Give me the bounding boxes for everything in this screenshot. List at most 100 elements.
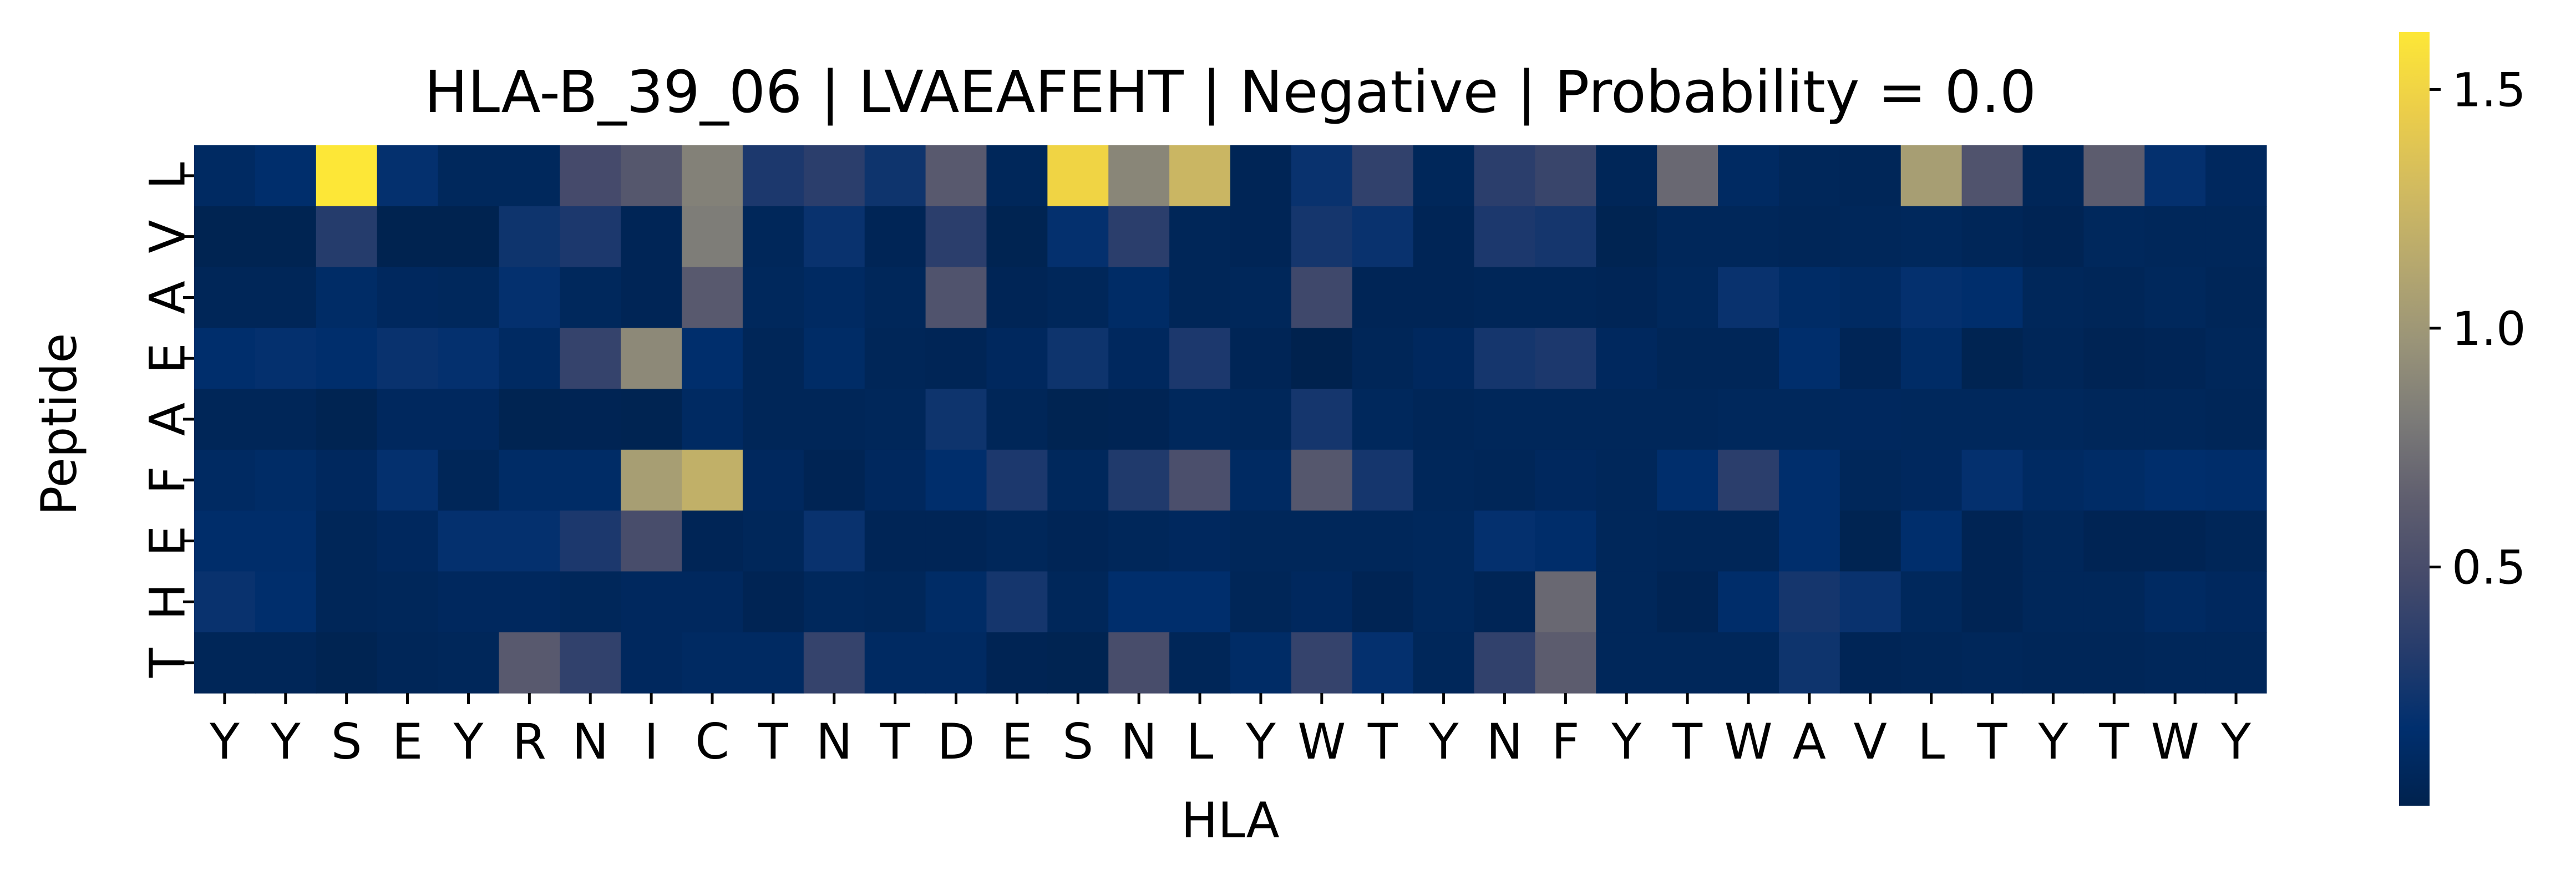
heatmap-cell — [1413, 328, 1475, 389]
x-tick-label: L — [1918, 713, 1945, 770]
heatmap-cell — [1657, 510, 1718, 572]
heatmap-cell — [438, 510, 500, 572]
heatmap-cell — [1352, 206, 1414, 268]
x-tick-label: N — [572, 713, 608, 770]
heatmap-cell — [2083, 389, 2145, 450]
heatmap-cell — [1657, 145, 1718, 207]
heatmap-cell — [864, 510, 926, 572]
heatmap-cell — [682, 632, 743, 694]
heatmap-cell — [864, 449, 926, 511]
heatmap-cell — [2022, 510, 2084, 572]
heatmap-cell — [1413, 632, 1475, 694]
heatmap-cell — [803, 267, 865, 328]
heatmap-cell — [803, 632, 865, 694]
x-tick-label: T — [1672, 713, 1703, 770]
heatmap-cell — [925, 206, 987, 268]
heatmap-cell — [682, 571, 743, 633]
heatmap-cell — [803, 145, 865, 207]
heatmap-cell — [682, 145, 743, 207]
heatmap-cell — [1718, 328, 1779, 389]
heatmap-cell — [1839, 571, 1901, 633]
heatmap-cell — [2144, 328, 2206, 389]
heatmap-cell — [1047, 267, 1109, 328]
heatmap-cell — [986, 328, 1048, 389]
heatmap-cell — [1230, 389, 1292, 450]
heatmap-cell — [560, 632, 621, 694]
heatmap-cell — [925, 510, 987, 572]
heatmap-cell — [1169, 449, 1231, 511]
x-tick-label: I — [644, 713, 658, 770]
heatmap-cell — [621, 389, 682, 450]
heatmap-cell — [864, 267, 926, 328]
heatmap-cell — [1413, 267, 1475, 328]
heatmap-cell — [316, 449, 378, 511]
heatmap-cell — [2022, 571, 2084, 633]
y-axis-label: Peptide — [31, 333, 88, 516]
heatmap-cell — [194, 328, 256, 389]
heatmap-cell — [1961, 510, 2024, 572]
heatmap-cell — [1900, 145, 1963, 207]
heatmap-cell — [499, 449, 560, 511]
y-tick-label: E — [139, 526, 196, 557]
heatmap-cell — [438, 145, 500, 207]
heatmap-cell — [1352, 571, 1414, 633]
heatmap-cell — [803, 206, 865, 268]
heatmap-cell — [1657, 206, 1718, 268]
heatmap-cell — [1839, 510, 1901, 572]
x-tick-label: V — [1854, 713, 1887, 770]
x-tick-label: T — [1367, 713, 1398, 770]
heatmap-cell — [1169, 632, 1231, 694]
heatmap-cell — [1718, 632, 1779, 694]
y-tick-label: F — [139, 466, 196, 494]
heatmap-cell — [1657, 328, 1718, 389]
heatmap-cell — [1413, 510, 1475, 572]
heatmap-cell — [255, 632, 317, 694]
heatmap-cell — [1778, 145, 1840, 207]
heatmap-cell — [1230, 328, 1292, 389]
heatmap-cell — [560, 389, 621, 450]
heatmap-cell — [1230, 145, 1292, 207]
heatmap-cell — [1108, 267, 1170, 328]
heatmap-cell — [1474, 206, 1536, 268]
heatmap-cell — [1413, 571, 1475, 633]
heatmap-cell — [1535, 267, 1596, 328]
heatmap-cell — [1900, 206, 1963, 268]
heatmap-cell — [377, 510, 439, 572]
heatmap-cell — [1839, 632, 1901, 694]
heatmap-cell — [742, 632, 804, 694]
heatmap-cell — [1047, 206, 1109, 268]
heatmap-cell — [1108, 145, 1170, 207]
heatmap-cell — [742, 449, 804, 511]
heatmap-cell — [2022, 206, 2084, 268]
heatmap-cell — [1047, 389, 1109, 450]
x-tick-label: T — [2098, 713, 2129, 770]
x-tick-label: Y — [270, 713, 301, 770]
heatmap-cell — [1718, 267, 1779, 328]
heatmap-cell — [864, 389, 926, 450]
heatmap-cell — [1596, 145, 1657, 207]
heatmap-cell — [1291, 206, 1353, 268]
heatmap-cell — [438, 267, 500, 328]
heatmap-cell — [1169, 510, 1231, 572]
heatmap-cell — [1900, 571, 1963, 633]
heatmap-cell — [986, 389, 1048, 450]
heatmap-cell — [1778, 449, 1840, 511]
heatmap-cell — [1961, 267, 2024, 328]
heatmap-cell — [316, 510, 378, 572]
heatmap-cell — [2144, 389, 2206, 450]
heatmap-cell — [499, 267, 560, 328]
heatmap-cell — [1961, 328, 2024, 389]
heatmap-cell — [803, 571, 865, 633]
heatmap-cell — [1230, 267, 1292, 328]
heatmap-cell — [2022, 267, 2084, 328]
heatmap-cell — [1778, 328, 1840, 389]
heatmap-cell — [1108, 571, 1170, 633]
heatmap-cell — [255, 267, 317, 328]
y-axis: LVAEAFEHT — [139, 162, 196, 678]
heatmap-cell — [194, 389, 256, 450]
heatmap-cell — [194, 267, 256, 328]
heatmap-cell — [1047, 145, 1109, 207]
heatmap-cell — [986, 145, 1048, 207]
heatmap-cell — [1718, 145, 1779, 207]
heatmap-cell — [560, 571, 621, 633]
